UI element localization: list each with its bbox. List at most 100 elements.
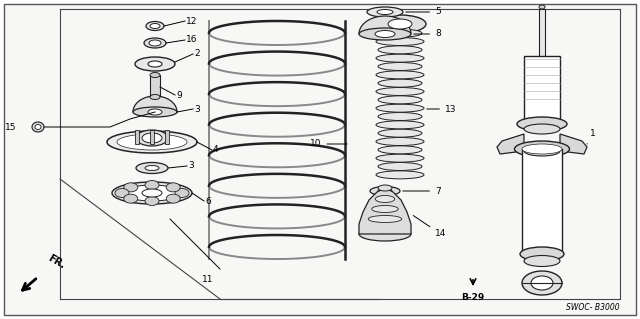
Ellipse shape — [376, 54, 424, 62]
Ellipse shape — [378, 63, 422, 70]
Ellipse shape — [175, 189, 189, 197]
Ellipse shape — [145, 166, 159, 170]
Ellipse shape — [522, 271, 562, 295]
Polygon shape — [560, 134, 587, 154]
Ellipse shape — [35, 124, 41, 130]
Ellipse shape — [150, 24, 160, 28]
Ellipse shape — [136, 162, 168, 174]
Text: 16: 16 — [186, 35, 198, 44]
Ellipse shape — [112, 182, 192, 204]
Text: B-29: B-29 — [461, 293, 484, 301]
Ellipse shape — [376, 154, 424, 162]
Polygon shape — [497, 134, 524, 154]
Bar — [150, 130, 154, 144]
Ellipse shape — [166, 183, 180, 192]
Bar — [522, 149, 562, 254]
Ellipse shape — [524, 146, 560, 156]
Ellipse shape — [150, 94, 160, 100]
Ellipse shape — [146, 21, 164, 31]
Text: 5: 5 — [406, 8, 441, 17]
Ellipse shape — [144, 38, 166, 48]
Ellipse shape — [378, 146, 422, 154]
Ellipse shape — [378, 129, 422, 137]
Ellipse shape — [522, 144, 562, 154]
Ellipse shape — [145, 197, 159, 205]
Polygon shape — [359, 16, 411, 34]
Ellipse shape — [370, 187, 400, 196]
Polygon shape — [359, 188, 411, 234]
Ellipse shape — [368, 216, 402, 222]
Ellipse shape — [378, 189, 392, 194]
Text: 1: 1 — [587, 130, 596, 144]
Ellipse shape — [378, 46, 422, 54]
Ellipse shape — [374, 15, 426, 33]
Ellipse shape — [142, 189, 162, 197]
Ellipse shape — [145, 181, 159, 189]
Ellipse shape — [388, 19, 412, 29]
Text: 9: 9 — [176, 91, 182, 100]
Ellipse shape — [117, 134, 187, 150]
Ellipse shape — [375, 196, 395, 203]
Ellipse shape — [377, 10, 393, 14]
Ellipse shape — [372, 205, 398, 212]
Ellipse shape — [122, 185, 182, 201]
Ellipse shape — [359, 28, 411, 40]
Ellipse shape — [107, 131, 197, 153]
Bar — [135, 130, 139, 144]
Ellipse shape — [376, 104, 424, 112]
Text: 8: 8 — [414, 29, 441, 39]
Ellipse shape — [376, 121, 424, 129]
Ellipse shape — [148, 109, 162, 115]
Text: SWOC- B3000: SWOC- B3000 — [566, 302, 620, 311]
Ellipse shape — [517, 117, 567, 131]
Ellipse shape — [515, 141, 570, 157]
Ellipse shape — [135, 57, 175, 71]
Ellipse shape — [149, 40, 161, 46]
Text: 12: 12 — [186, 17, 197, 26]
Ellipse shape — [539, 5, 545, 9]
Text: 14: 14 — [413, 216, 446, 239]
Ellipse shape — [376, 87, 424, 95]
Ellipse shape — [376, 38, 424, 46]
Ellipse shape — [136, 130, 168, 146]
Ellipse shape — [142, 133, 162, 143]
Ellipse shape — [32, 122, 44, 132]
Text: FR.: FR. — [46, 253, 67, 271]
Text: 3: 3 — [188, 161, 194, 170]
Polygon shape — [133, 96, 177, 112]
Bar — [150, 75, 160, 97]
Text: 4: 4 — [213, 145, 219, 154]
Ellipse shape — [376, 171, 424, 179]
Ellipse shape — [378, 185, 392, 191]
Ellipse shape — [378, 96, 422, 104]
Ellipse shape — [531, 276, 553, 290]
Ellipse shape — [376, 71, 424, 79]
Bar — [539, 9, 545, 64]
Ellipse shape — [524, 256, 560, 266]
Ellipse shape — [376, 137, 424, 145]
Ellipse shape — [124, 194, 138, 203]
Bar — [524, 56, 560, 124]
Ellipse shape — [378, 113, 422, 121]
Ellipse shape — [367, 7, 403, 17]
Text: 13: 13 — [427, 105, 456, 114]
Ellipse shape — [520, 247, 564, 261]
Ellipse shape — [359, 227, 411, 241]
Text: 2: 2 — [194, 49, 200, 58]
Text: 11: 11 — [202, 275, 214, 284]
Ellipse shape — [378, 162, 422, 170]
Ellipse shape — [524, 124, 560, 134]
Text: 10: 10 — [310, 139, 348, 149]
Ellipse shape — [148, 61, 162, 67]
Ellipse shape — [378, 29, 422, 37]
Text: 15: 15 — [4, 122, 16, 131]
Ellipse shape — [124, 183, 138, 192]
Ellipse shape — [166, 194, 180, 203]
Text: 7: 7 — [403, 187, 441, 196]
Ellipse shape — [133, 107, 177, 117]
Ellipse shape — [115, 189, 129, 197]
Text: 3: 3 — [194, 105, 200, 114]
Ellipse shape — [150, 72, 160, 78]
Ellipse shape — [378, 79, 422, 87]
Bar — [165, 130, 169, 144]
